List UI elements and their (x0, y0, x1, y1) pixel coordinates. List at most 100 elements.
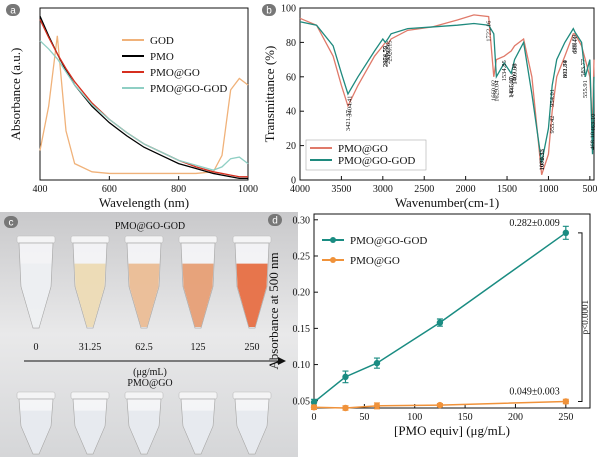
peak-label: 680.41 (572, 36, 579, 54)
x-tick-label: 500 (582, 184, 597, 195)
peak-label: 1722.16 (486, 20, 493, 42)
series-line (299, 14, 595, 176)
peak-label: 1079.33 (539, 149, 546, 170)
legend-label: PMO@GO-GOD (350, 235, 427, 247)
concentration-label: 125 (191, 342, 206, 353)
peak-label: 802.84 (562, 60, 569, 79)
photo-top-title: PMO@GO-GOD (115, 221, 185, 232)
x-tick-label: 250 (558, 412, 573, 423)
tube-cap (232, 391, 272, 400)
peak-label: 1445.40 (509, 76, 516, 97)
legend-label: GOD (150, 35, 174, 47)
tube-liquid (74, 263, 106, 327)
marker (342, 404, 349, 412)
tube-cap (178, 235, 218, 244)
series-line (299, 21, 595, 163)
panel-label: a (10, 6, 16, 17)
x-axis-label: Wavelength (nm) (99, 195, 189, 210)
legend-label: PMO@GO-GOD (338, 155, 415, 167)
tube-liquid (20, 410, 52, 453)
y-tick-label: 100 (281, 4, 296, 15)
concentration-label: 31.25 (79, 342, 102, 353)
peak-label: 1629.04 (493, 80, 500, 102)
tube-cap (70, 235, 110, 244)
concentration-label: 62.5 (135, 342, 153, 353)
peak-label: 468.10 (590, 132, 597, 150)
panel-label: d (272, 216, 278, 227)
tube-cap (70, 391, 110, 400)
marker (436, 319, 444, 326)
x-tick-label: 1000 (238, 184, 258, 195)
x-tick-label: 3000 (373, 184, 393, 195)
legend-label: PMO@GO (350, 255, 400, 267)
x-tick-label: 4000 (290, 184, 310, 195)
panel-badge (6, 4, 20, 16)
peak-label: 1407.58 (512, 63, 519, 84)
photo-bottom-title: PMO@GO (127, 378, 172, 389)
peak-label: 2974.59 (382, 46, 389, 67)
y-tick-label: 0.10 (293, 360, 311, 371)
peak-label: 2939.86 (385, 42, 392, 64)
y-tick-label: 0.25 (293, 251, 311, 262)
tube-liquid (182, 410, 214, 453)
marker (562, 229, 570, 237)
arrow-head (278, 357, 286, 365)
y-tick-label: 40 (286, 107, 296, 118)
peak-label: 955.42 (549, 116, 556, 134)
series-line (39, 19, 248, 178)
peak-label: 583.77 (580, 58, 587, 77)
peak-label: 1534.85 (501, 60, 508, 81)
significance-label: p<0.0001 (580, 300, 590, 334)
legend-marker (330, 257, 336, 263)
peak-label: 1451.67 (508, 76, 515, 98)
tube-liquid (236, 263, 268, 327)
series-line (39, 35, 249, 175)
tube-liquid (182, 263, 214, 327)
peak-label: 2966.75 (383, 46, 390, 67)
x-tick-label: 400 (33, 184, 48, 195)
y-axis-label: Absorbance at 500 nm (266, 252, 281, 369)
peak-label: 3421.37 (345, 109, 352, 131)
concentration-label: 0 (34, 342, 39, 353)
peak-label: 954.01 (549, 89, 556, 107)
photo-unit: (μg/mL) (133, 367, 167, 378)
x-axis-label: [PMO equiv] (μg/mL) (394, 423, 510, 438)
x-tick-label: 50 (359, 412, 369, 423)
significance-bracket (578, 232, 583, 402)
tube-cap (16, 391, 56, 400)
marker (436, 401, 444, 409)
legend-marker (330, 237, 336, 243)
tube-cap (178, 391, 218, 400)
tube-cap (232, 235, 272, 244)
tube-liquid (128, 410, 160, 453)
tube-cap (16, 235, 56, 244)
legend-box (305, 139, 427, 171)
peak-label: 463.10 (590, 114, 597, 132)
tube-cap (124, 235, 164, 244)
x-tick-label: 2500 (414, 184, 434, 195)
tube-cap (124, 391, 164, 400)
peak-label: 2920.15 (386, 40, 393, 61)
plot-frame (39, 7, 249, 181)
panel-label: b (266, 6, 272, 17)
x-tick-label: 100 (407, 412, 422, 423)
tube-liquid (236, 410, 268, 453)
y-tick-label: 0.15 (293, 324, 311, 335)
legend-label: PMO@GO-GOD (150, 83, 227, 95)
marker (310, 399, 318, 406)
x-tick-label: 2000 (456, 184, 476, 195)
peak-label: 801.70 (562, 60, 569, 78)
concentration-label: 250 (245, 342, 260, 353)
panel-badge (4, 216, 18, 228)
panel-badge (268, 214, 282, 226)
y-tick-label: 20 (286, 141, 296, 152)
peak-label: 555.91 (582, 80, 589, 98)
peak-label: 1082.31 (539, 149, 546, 170)
x-tick-label: 1000 (538, 184, 558, 195)
end-label: 0.282±0.009 (509, 218, 560, 229)
y-tick-label: 0 (291, 176, 296, 187)
series-line (39, 40, 249, 171)
tube-liquid (20, 263, 52, 327)
marker (342, 373, 349, 381)
panel-label: c (9, 218, 14, 229)
